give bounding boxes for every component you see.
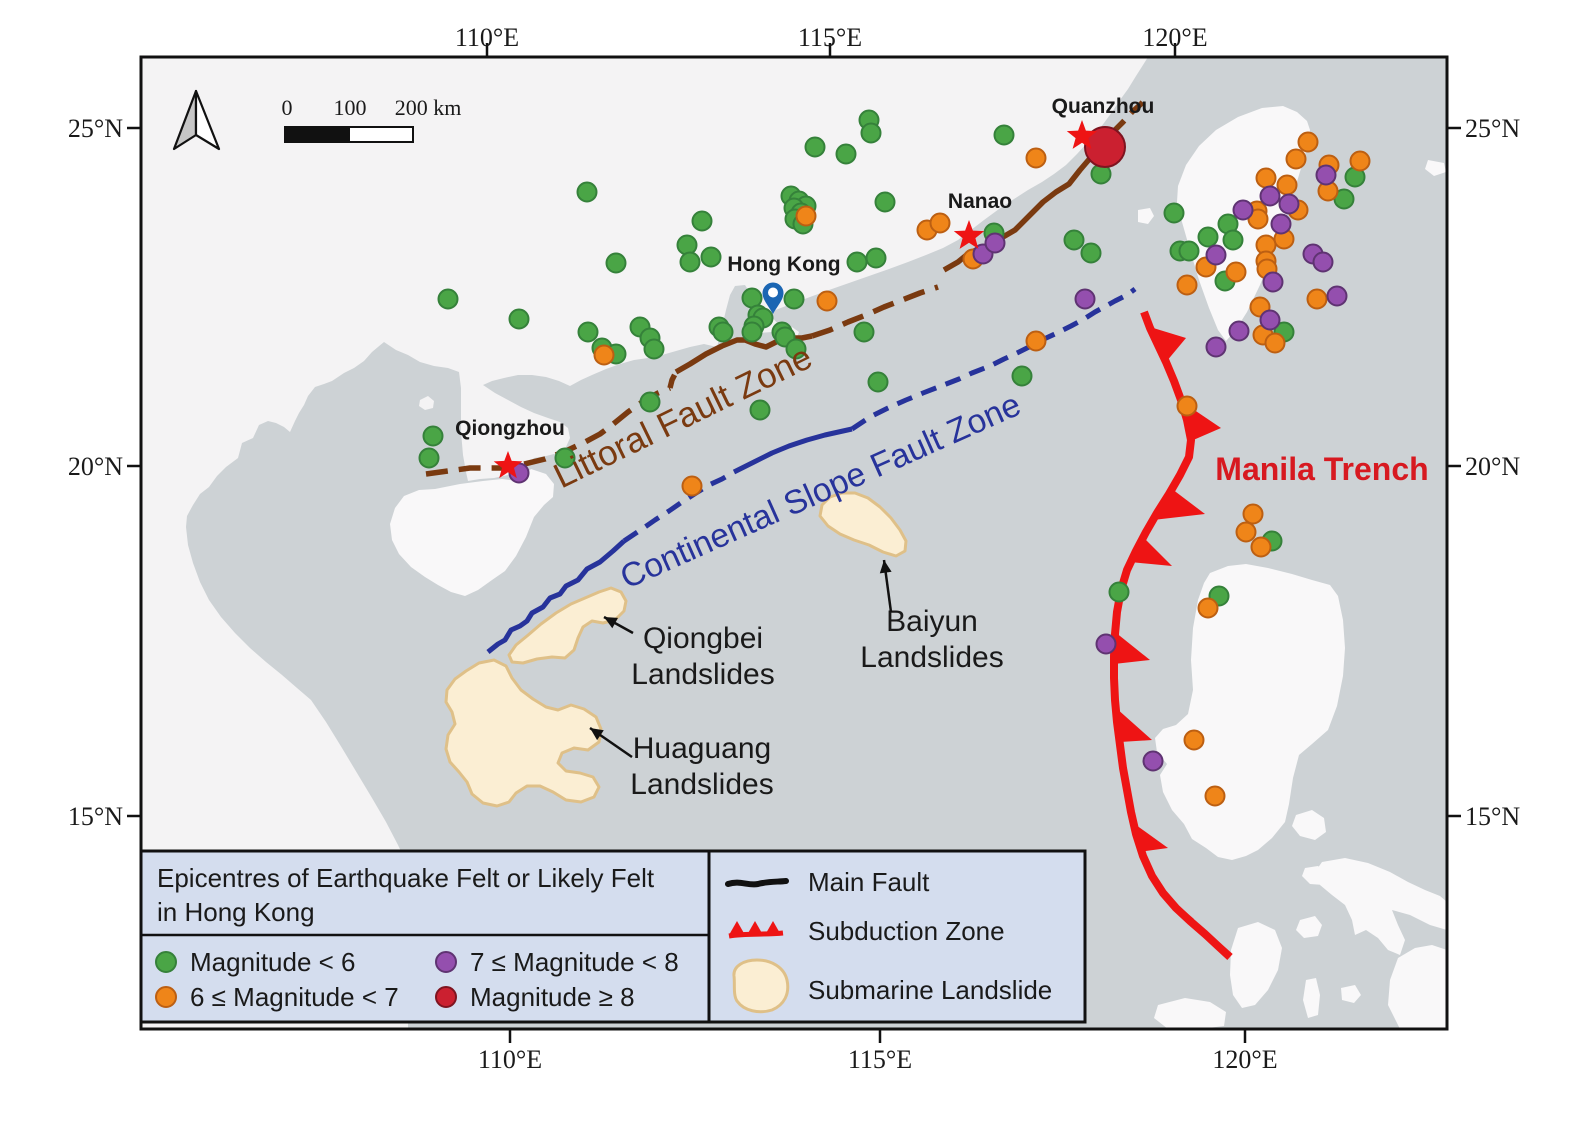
svg-text:Quanzhou: Quanzhou [1052,95,1155,118]
svg-text:Landslides: Landslides [631,658,774,691]
svg-text:7 ≤ Magnitude < 8: 7 ≤ Magnitude < 8 [470,947,679,977]
svg-text:110°E: 110°E [478,1045,542,1074]
svg-text:15°N: 15°N [68,802,123,831]
svg-text:Landslides: Landslides [860,641,1003,674]
svg-text:Subduction Zone: Subduction Zone [808,916,1005,946]
svg-text:Nanao: Nanao [948,190,1012,213]
svg-text:Baiyun: Baiyun [886,605,978,638]
svg-text:20°N: 20°N [68,452,123,481]
svg-text:6 ≤ Magnitude < 7: 6 ≤ Magnitude < 7 [190,982,399,1012]
svg-text:Manila Trench: Manila Trench [1215,451,1428,487]
svg-text:Epicentres of Earthquake Felt: Epicentres of Earthquake Felt or Likely … [157,863,655,893]
svg-text:200 km: 200 km [395,95,462,120]
svg-text:Qiongbei: Qiongbei [643,622,763,655]
svg-text:Qiongzhou: Qiongzhou [455,417,565,440]
svg-text:in Hong Kong: in Hong Kong [157,897,315,927]
svg-text:Magnitude ≥ 8: Magnitude ≥ 8 [470,982,635,1012]
svg-text:Magnitude < 6: Magnitude < 6 [190,947,356,977]
svg-text:110°E: 110°E [455,23,519,52]
svg-text:120°E: 120°E [1212,1045,1277,1074]
svg-text:100: 100 [334,95,367,120]
svg-text:15°N: 15°N [1465,802,1520,831]
svg-text:115°E: 115°E [798,23,862,52]
svg-text:120°E: 120°E [1142,23,1207,52]
svg-text:Main Fault: Main Fault [808,867,930,897]
svg-text:Submarine Landslide: Submarine Landslide [808,975,1052,1005]
svg-text:25°N: 25°N [68,114,123,143]
svg-text:115°E: 115°E [848,1045,912,1074]
svg-text:20°N: 20°N [1465,452,1520,481]
svg-text:25°N: 25°N [1465,114,1520,143]
svg-text:Hong Kong: Hong Kong [727,253,840,276]
svg-text:Huaguang: Huaguang [633,732,771,765]
svg-text:Landslides: Landslides [630,768,773,801]
svg-text:0: 0 [282,95,293,120]
